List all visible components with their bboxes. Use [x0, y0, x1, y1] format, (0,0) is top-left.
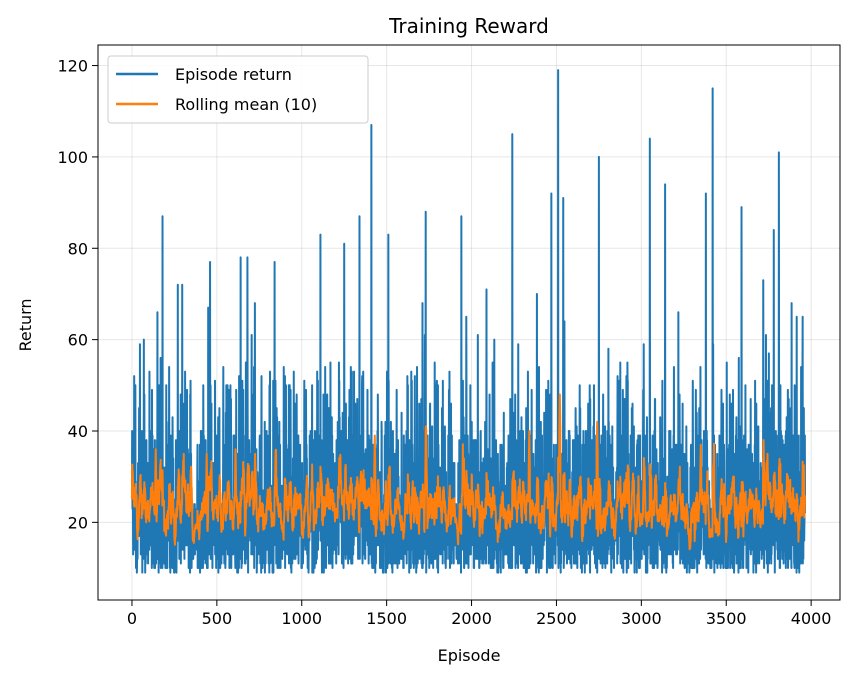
- legend-label-episode-return: Episode return: [175, 65, 292, 84]
- y-tick-label: 20: [68, 513, 88, 532]
- legend-box: [107, 55, 369, 124]
- x-axis-ticks: 0 500 1000 1500 2000 2500 3000 3500 4000: [127, 600, 832, 628]
- chart-title: Training Reward: [388, 14, 549, 38]
- x-tick-label: 3500: [706, 609, 747, 628]
- y-axis-label: Return: [16, 298, 35, 351]
- x-axis-label: Episode: [438, 646, 501, 665]
- y-tick-label: 60: [68, 331, 88, 350]
- legend: Episode return Rolling mean (10): [107, 55, 369, 124]
- y-tick-label: 40: [68, 422, 88, 441]
- legend-label-rolling-mean: Rolling mean (10): [175, 95, 317, 114]
- x-tick-label: 2500: [536, 609, 577, 628]
- x-tick-label: 0: [127, 609, 137, 628]
- x-tick-label: 1000: [281, 609, 322, 628]
- axes-frame: [97, 44, 841, 601]
- y-axis-ticks: 20 40 60 80 100 120: [57, 57, 98, 532]
- plot-area: [130, 69, 807, 574]
- series-line-rolling-mean: [130, 393, 807, 551]
- y-tick-label: 80: [68, 239, 88, 258]
- x-tick-label: 3000: [621, 609, 662, 628]
- y-tick-label: 100: [57, 148, 88, 167]
- x-tick-label: 4000: [791, 609, 832, 628]
- y-tick-label: 120: [57, 57, 88, 76]
- x-tick-label: 2000: [451, 609, 492, 628]
- x-tick-label: 500: [202, 609, 233, 628]
- x-tick-label: 1500: [366, 609, 407, 628]
